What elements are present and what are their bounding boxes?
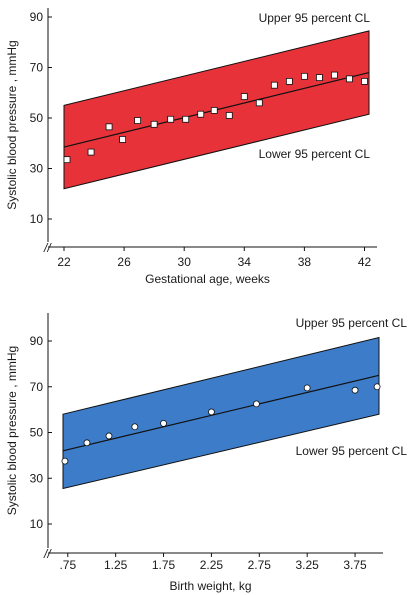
x-tick-label: 38 — [298, 255, 312, 269]
data-point — [351, 386, 359, 394]
x-tick-label: .75 — [59, 558, 76, 572]
data-point — [105, 432, 113, 440]
data-point — [361, 77, 368, 85]
data-point — [197, 110, 205, 118]
axis-break-mark: // — [43, 241, 52, 255]
data-point — [119, 136, 126, 143]
chart-gestational-age: 10 30 50 70 90 22 26 30 34 38 42 // Gestational a… — [5, 8, 377, 286]
data-point — [303, 384, 311, 392]
data-point — [61, 457, 69, 465]
y-tick-label: 90 — [30, 10, 44, 24]
x-tick-label: 34 — [238, 255, 252, 269]
data-points — [63, 71, 368, 164]
data-point — [300, 72, 308, 80]
x-ticks: 22 26 30 34 38 42 — [57, 247, 371, 269]
x-axis-label: Birth weight, kg — [169, 579, 251, 593]
data-point — [134, 117, 142, 124]
x-tick-label: 3.75 — [343, 558, 367, 572]
data-point — [131, 423, 139, 431]
data-point — [373, 383, 381, 391]
x-ticks: .75 1.25 1.75 2.25 2.75 3.25 3.75 — [59, 553, 367, 572]
x-tick-label: 22 — [57, 255, 71, 269]
y-ticks: 10 30 50 70 90 — [30, 334, 52, 531]
data-point — [208, 408, 215, 416]
x-tick-label: 2.25 — [200, 558, 224, 572]
y-ticks: 10 30 50 70 90 — [30, 10, 52, 226]
data-point — [160, 419, 167, 427]
y-tick-label: 50 — [30, 426, 44, 440]
data-point — [240, 93, 248, 100]
data-point — [150, 120, 158, 128]
data-point — [225, 112, 233, 119]
data-point — [210, 107, 218, 114]
x-tick-label: 3.25 — [296, 558, 320, 572]
data-point — [270, 81, 278, 89]
y-tick-label: 50 — [30, 111, 44, 125]
x-tick-label: 42 — [358, 255, 372, 269]
data-point — [167, 115, 175, 123]
data-point — [63, 156, 71, 164]
y-tick-label: 30 — [30, 162, 44, 176]
y-tick-label: 10 — [30, 212, 44, 226]
data-point — [285, 77, 293, 85]
y-tick-label: 70 — [30, 61, 44, 75]
x-tick-label: 1.75 — [152, 558, 176, 572]
chart-birth-weight: 10 30 50 70 90 .75 1.25 1.75 2.25 2.75 3.25 3.75 /… — [5, 313, 407, 593]
data-point — [182, 115, 190, 123]
data-point — [105, 123, 113, 131]
data-point — [331, 71, 338, 79]
y-tick-label: 70 — [30, 380, 44, 394]
upper-cl-label: Upper 95 percent CL — [296, 316, 408, 330]
y-tick-label: 10 — [30, 517, 44, 531]
y-tick-label: 30 — [30, 471, 44, 485]
lower-cl-label: Lower 95 percent CL — [296, 444, 408, 458]
x-tick-label: 30 — [178, 255, 192, 269]
y-axis-label: Systolic blood pressure , mmHg — [5, 346, 19, 515]
axis-break-mark: // — [43, 547, 52, 561]
data-point — [83, 439, 91, 447]
x-tick-label: 26 — [117, 255, 131, 269]
y-axis-label: Systolic blood pressure , mmHg — [5, 40, 19, 209]
regression-line — [62, 374, 380, 452]
data-point — [346, 75, 353, 83]
data-point — [87, 148, 95, 156]
data-point — [253, 400, 260, 408]
upper-cl-label: Upper 95 percent CL — [259, 11, 371, 25]
lower-cl-label: Lower 95 percent CL — [259, 147, 371, 161]
data-point — [316, 74, 323, 81]
x-axis-label: Gestational age, weeks — [145, 272, 270, 286]
x-tick-label: 1.25 — [104, 558, 128, 572]
data-point — [255, 99, 263, 107]
data-points — [61, 383, 381, 465]
y-tick-label: 90 — [30, 334, 44, 348]
x-tick-label: 2.75 — [248, 558, 272, 572]
